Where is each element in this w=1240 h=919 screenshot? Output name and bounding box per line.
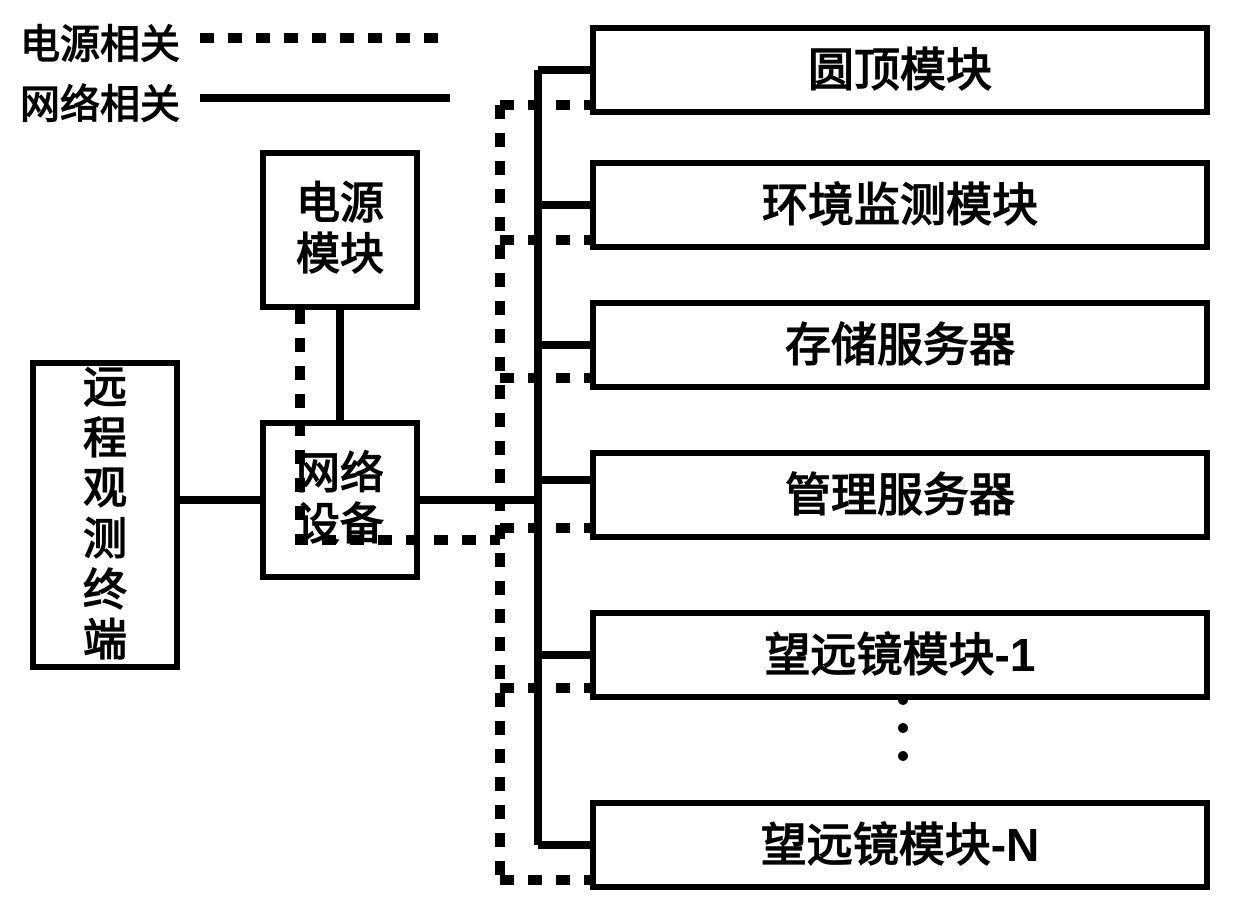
legend-power-label: 电源相关	[20, 12, 180, 70]
box-network-label: 网络 设备	[296, 449, 384, 550]
box-remote-terminal: 远 程 观 测 终 端	[30, 360, 180, 670]
box-telescope-n: 望远镜模块-N	[590, 800, 1210, 890]
box-env-module: 环境监测模块	[590, 160, 1210, 250]
box-manage-server: 管理服务器	[590, 450, 1210, 540]
box-dome-label: 圆顶模块	[808, 44, 992, 97]
box-dome-module: 圆顶模块	[590, 25, 1210, 115]
box-manage-label: 管理服务器	[785, 469, 1015, 522]
box-storage-label: 存储服务器	[785, 319, 1015, 372]
legend-network-label: 网络相关	[20, 72, 180, 130]
box-power-label: 电源 模块	[296, 179, 384, 280]
diagram-stage: 电源相关 网络相关 远 程 观 测 终 端 电源 模块 网络 设备 圆顶模块 环…	[0, 0, 1240, 919]
box-remote-label: 远 程 观 测 终 端	[83, 363, 127, 667]
box-env-label: 环境监测模块	[762, 179, 1038, 232]
box-tele1-label: 望远镜模块-1	[765, 629, 1036, 682]
box-storage-server: 存储服务器	[590, 300, 1210, 390]
box-network-device: 网络 设备	[260, 420, 420, 580]
box-power-module: 电源 模块	[260, 150, 420, 310]
box-teleN-label: 望远镜模块-N	[761, 819, 1040, 872]
box-telescope-1: 望远镜模块-1	[590, 610, 1210, 700]
